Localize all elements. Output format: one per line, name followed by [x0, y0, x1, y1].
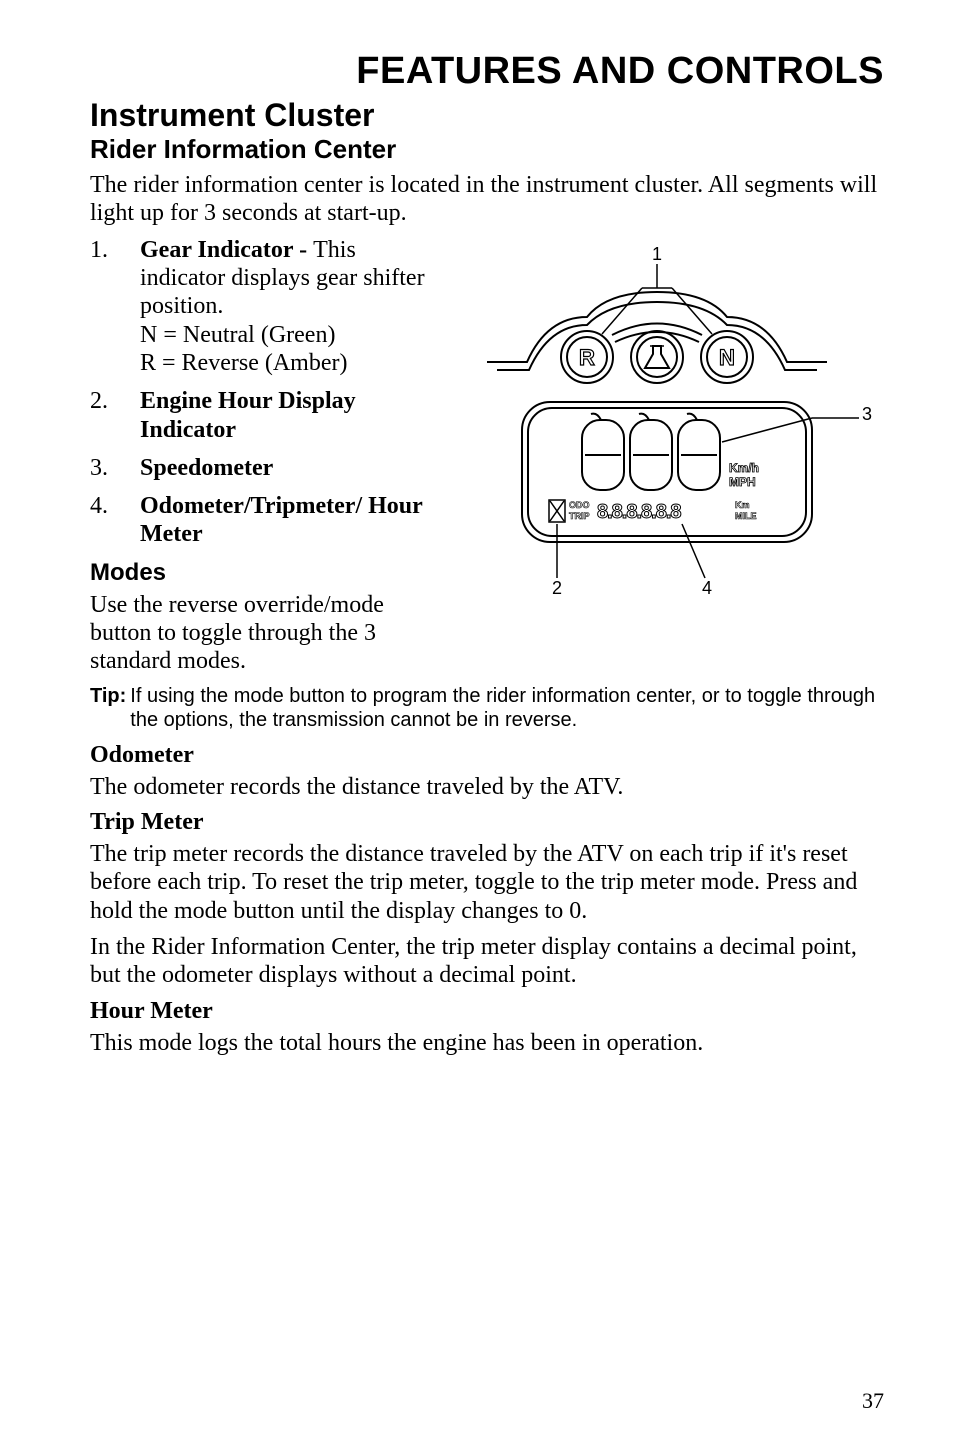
speed-digits	[582, 413, 720, 489]
feature-1-label: Gear Indicator -	[140, 237, 313, 263]
feature-1-r: R = Reverse (Amber)	[140, 349, 440, 377]
tripmeter-p1: The trip meter records the distance trav…	[90, 840, 884, 925]
modes-heading: Modes	[90, 559, 440, 587]
page-number: 37	[862, 1388, 884, 1414]
hourmeter-text: This mode logs the total hours the engin…	[90, 1029, 884, 1057]
feature-list: Gear Indicator - This indicator displays…	[90, 236, 440, 549]
indicator-r: R	[579, 345, 595, 370]
callout-1: 1	[652, 244, 662, 264]
dist-unit-km: Km	[735, 500, 750, 510]
odometer-text: The odometer records the distance travel…	[90, 773, 884, 801]
speed-unit-mph: MPH	[729, 475, 756, 489]
section-heading: Instrument Cluster	[90, 97, 884, 134]
hourglass-icon	[549, 500, 565, 522]
hourmeter-heading: Hour Meter	[90, 998, 884, 1025]
intro-text: The rider information center is located …	[90, 171, 884, 228]
instrument-diagram: R N	[467, 242, 877, 602]
odometer-heading: Odometer	[90, 742, 884, 769]
odo-label: ODO	[569, 500, 590, 510]
callout-4: 4	[702, 578, 712, 598]
tripmeter-p2: In the Rider Information Center, the tri…	[90, 933, 884, 990]
tip-text: If using the mode button to program the …	[130, 684, 884, 732]
page-title: FEATURES AND CONTROLS	[90, 50, 884, 93]
trip-label: TRIP	[569, 511, 590, 521]
dist-unit-mile: MILE	[735, 511, 757, 521]
speed-unit-kmh: Km/h	[729, 461, 759, 475]
engine-hours-icon	[645, 346, 669, 368]
modes-intro: Use the reverse override/mode button to …	[90, 591, 440, 676]
feature-item-1: Gear Indicator - This indicator displays…	[90, 236, 440, 378]
tip-block: Tip: If using the mode button to program…	[90, 684, 884, 732]
feature-1-n: N = Neutral (Green)	[140, 321, 440, 349]
subsection-heading: Rider Information Center	[90, 134, 884, 165]
feature-2-label: Engine Hour Display Indicator	[140, 388, 356, 442]
feature-item-2: Engine Hour Display Indicator	[90, 387, 440, 444]
callout-3: 3	[862, 404, 872, 424]
tip-label: Tip:	[90, 684, 126, 732]
tripmeter-heading: Trip Meter	[90, 809, 884, 836]
indicator-n: N	[719, 345, 735, 370]
feature-item-3: Speedometer	[90, 454, 440, 482]
odo-digits: 8.8.8.8.8.8	[597, 501, 681, 523]
feature-item-4: Odometer/Tripmeter/ Hour Meter	[90, 492, 440, 549]
feature-3-label: Speedometer	[140, 455, 273, 481]
feature-4-label: Odometer/Tripmeter/ Hour Meter	[140, 493, 422, 547]
callout-2: 2	[552, 578, 562, 598]
